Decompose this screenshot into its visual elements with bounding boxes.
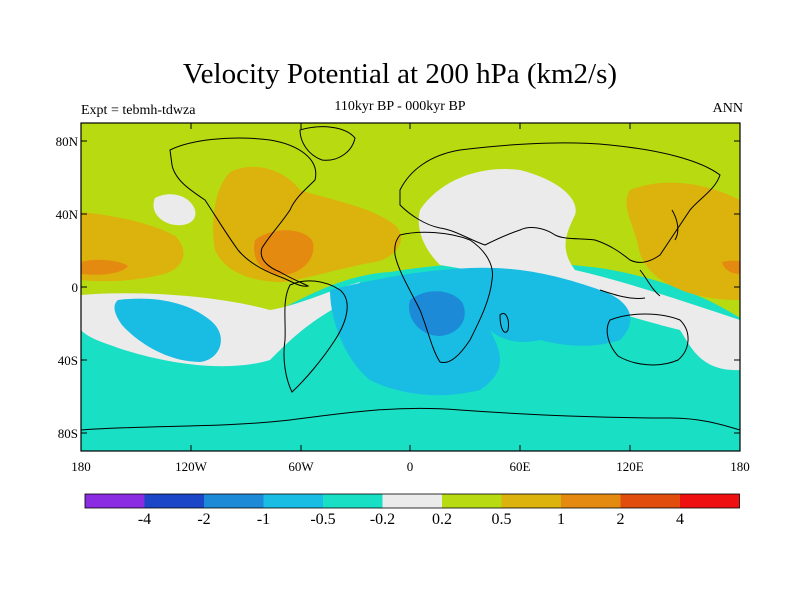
plot-subtitle: 110kyr BP - 000kyr BP <box>334 99 466 114</box>
plot-title: Velocity Potential at 200 hPa (km2/s) <box>182 58 618 90</box>
colorbar-label: -4 <box>137 511 152 528</box>
field-strong-positive-east <box>722 260 740 274</box>
colorbar-box-5 <box>323 494 383 508</box>
colorbar-label: 1 <box>557 511 565 528</box>
colorbar-label: -0.2 <box>369 511 396 528</box>
lat-ticks <box>81 140 740 434</box>
lon-label-180w: 180 <box>71 459 91 474</box>
colorbar-label: 0.5 <box>491 511 512 528</box>
field-positive-westpacific <box>626 182 740 300</box>
lon-label-120e: 120E <box>616 459 644 474</box>
colorbar-label: 2 <box>616 511 625 528</box>
field-negative-africa-indian <box>330 267 631 396</box>
colorbar-box-4 <box>263 494 323 508</box>
colorbar-box-7 <box>442 494 502 508</box>
lon-label-0: 0 <box>406 459 414 474</box>
colorbar-label: -1 <box>256 511 271 528</box>
colorbar-box-9 <box>561 494 621 508</box>
lat-label-80n: 80N <box>55 134 78 149</box>
colorbar-label: 0.2 <box>432 511 452 528</box>
lat-label-80s: 80S <box>57 426 78 441</box>
colorbar-box-11 <box>680 494 740 508</box>
colorbar-box-1 <box>85 494 145 508</box>
colorbar <box>84 493 740 509</box>
field-neutral-asia <box>418 169 740 371</box>
lon-label-180e: 180 <box>730 459 750 474</box>
lat-label-40n: 40N <box>55 207 78 222</box>
lon-label-60e: 60E <box>509 459 531 474</box>
field-strong-positive-pacific <box>81 259 128 275</box>
season-label: ANN <box>712 101 743 116</box>
lon-label-60w: 60W <box>288 459 314 474</box>
lat-label-0: 0 <box>71 280 79 295</box>
colorbar-label: 4 <box>676 511 684 528</box>
field-neutral-atlantic <box>153 194 196 226</box>
colorbar-box-3 <box>204 494 264 508</box>
lon-label-120w: 120W <box>175 459 207 474</box>
coastlines <box>81 126 740 431</box>
colorbar-box-6 <box>382 494 442 508</box>
colorbar-label: -0.5 <box>310 511 336 528</box>
colorbar-box-10 <box>620 494 680 508</box>
colorbar-box-8 <box>501 494 561 508</box>
field-strong-positive-caribbean <box>254 230 314 276</box>
velocity-potential-field <box>81 123 740 451</box>
colorbar-label: -2 <box>197 511 211 528</box>
colorbar-box-2 <box>144 494 204 508</box>
field-negative-pacific <box>114 298 221 362</box>
field-strong-negative <box>409 291 465 336</box>
lat-label-40s: 40S <box>57 353 78 368</box>
lon-ticks <box>190 123 631 451</box>
experiment-label: Expt = tebmh-tdwza <box>81 103 196 118</box>
